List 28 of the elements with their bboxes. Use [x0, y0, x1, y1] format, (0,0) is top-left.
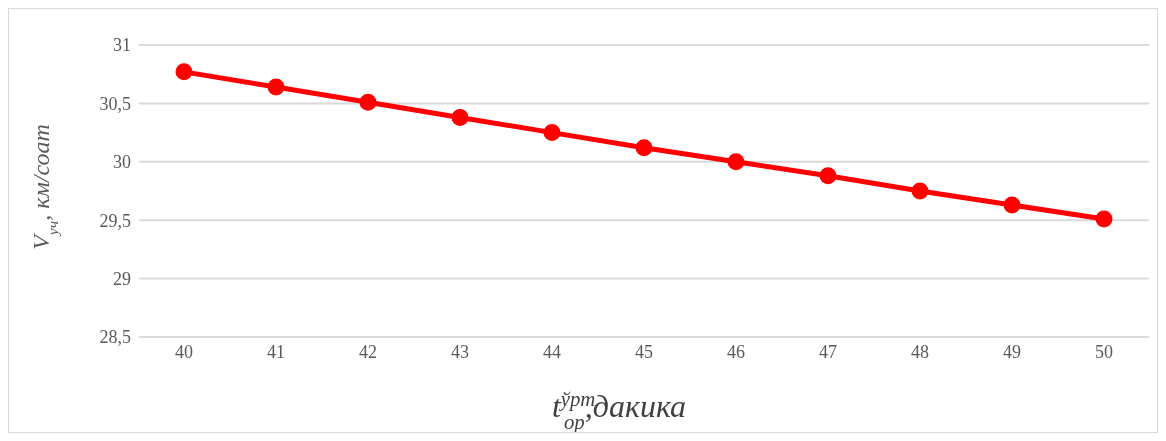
- y-tick-label: 30: [113, 152, 131, 173]
- x-tick-label: 50: [1095, 341, 1113, 362]
- point: [819, 167, 837, 185]
- y-tick-label: 30,5: [99, 93, 131, 114]
- point: [451, 108, 469, 126]
- point: [267, 78, 285, 96]
- x-tick-label: 49: [1003, 341, 1021, 362]
- x-tick-label: 48: [911, 341, 929, 362]
- x-tick-label: 47: [819, 341, 837, 362]
- point: [727, 153, 745, 171]
- point: [635, 139, 653, 157]
- y-tick-label: 28,5: [99, 327, 131, 348]
- x-tick-label: 40: [175, 341, 193, 362]
- point: [543, 124, 561, 142]
- x-tick-label: 41: [267, 341, 285, 362]
- point: [359, 93, 377, 111]
- point: [1095, 210, 1113, 228]
- point: [1003, 196, 1021, 214]
- x-tick-label: 45: [635, 341, 653, 362]
- y-tick-label: 31: [113, 35, 131, 56]
- point: [911, 182, 929, 200]
- x-tick-label: 43: [451, 341, 469, 362]
- y-tick-label: 29: [113, 268, 131, 289]
- point: [175, 63, 193, 81]
- x-tick-label: 46: [727, 341, 745, 362]
- y-tick-label: 29,5: [99, 210, 131, 231]
- x-tick-label: 42: [359, 341, 377, 362]
- x-tick-label: 44: [543, 341, 561, 362]
